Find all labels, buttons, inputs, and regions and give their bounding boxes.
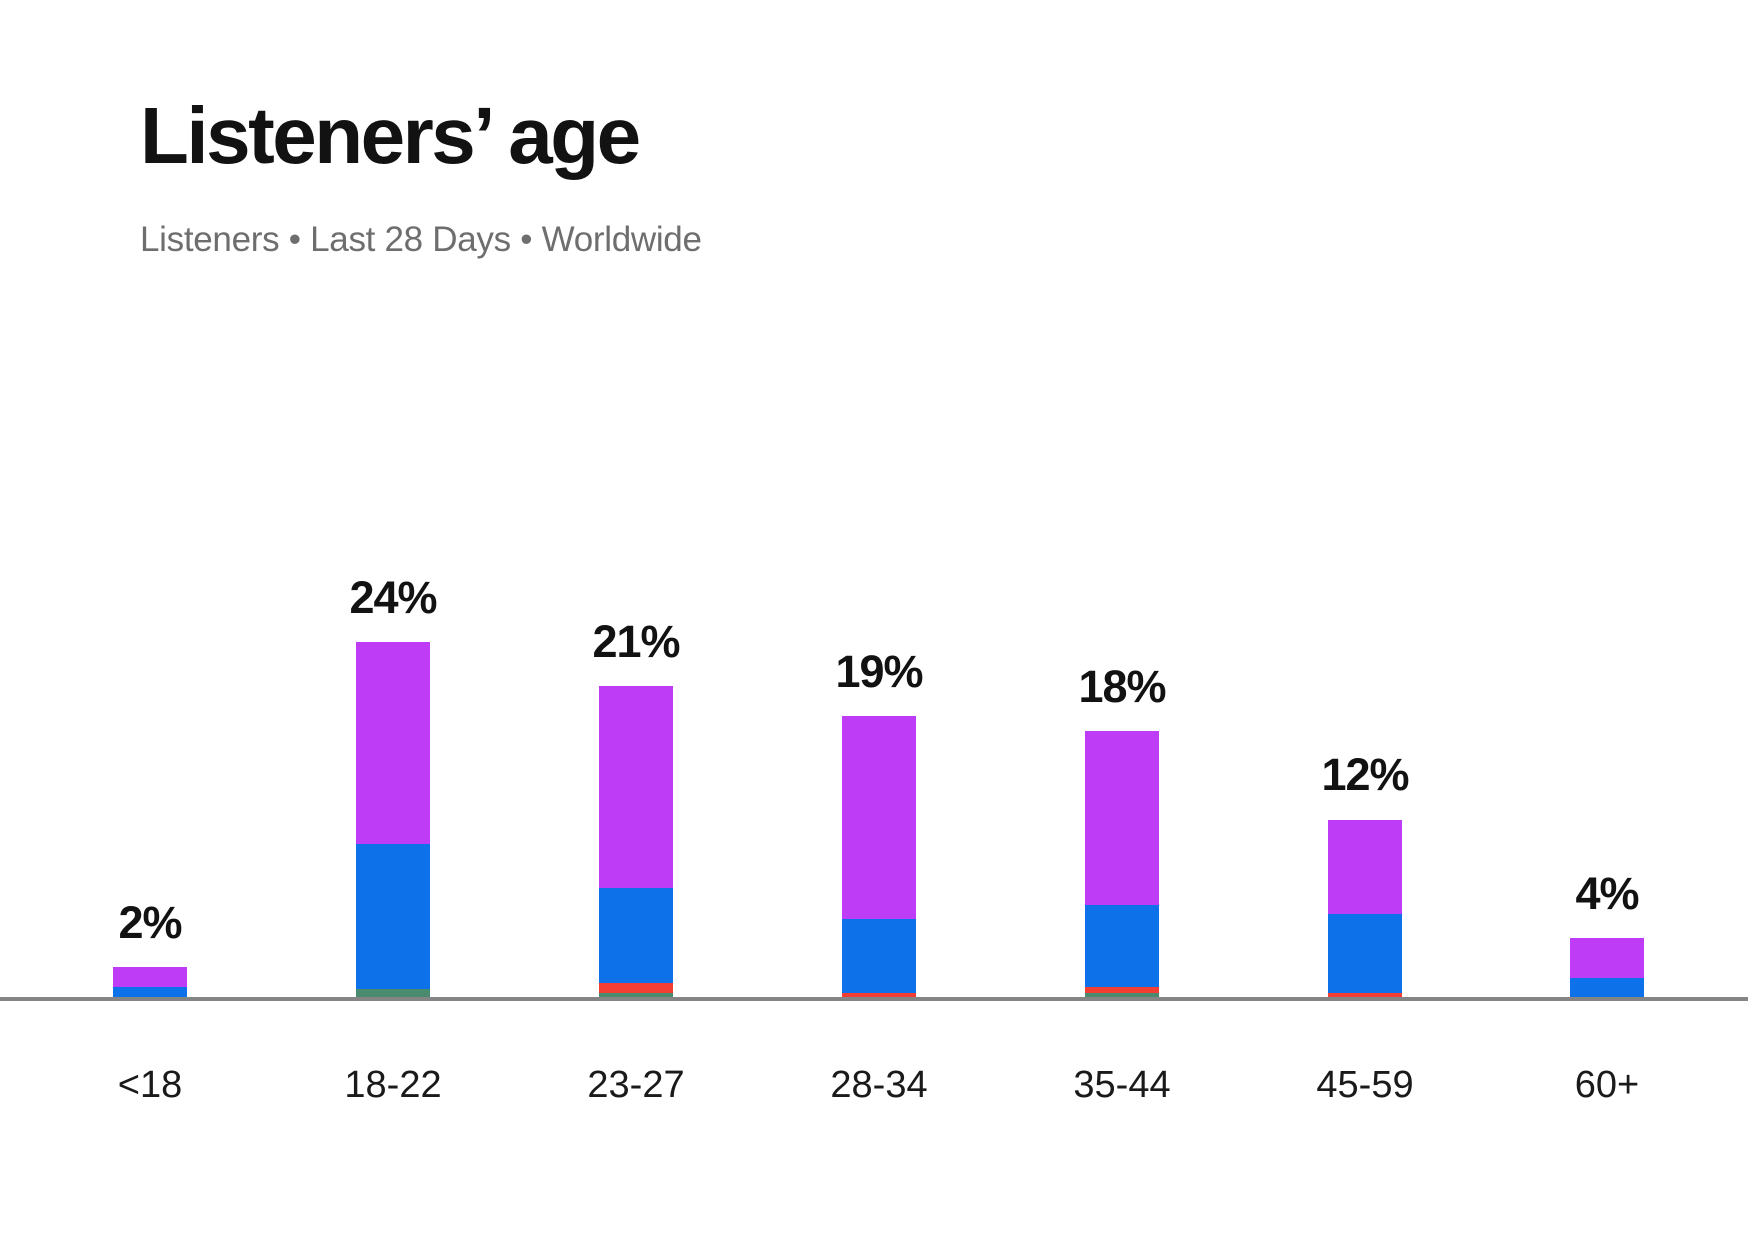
x-axis-label-35-44: 35-44 (1073, 1064, 1171, 1106)
chart-header: Listeners’ age Listeners • Last 28 Days … (140, 96, 702, 260)
bar-<18[interactable] (113, 967, 187, 997)
bar-60+[interactable] (1570, 937, 1644, 997)
blue-segment (1570, 977, 1644, 997)
purple-segment (842, 715, 916, 919)
blue-segment (842, 918, 916, 993)
green-segment (1085, 992, 1159, 997)
chart-subtitle: Listeners • Last 28 Days • Worldwide (140, 220, 702, 259)
x-axis-label-<18: <18 (117, 1064, 183, 1106)
red-segment (842, 992, 916, 997)
purple-segment (1085, 730, 1159, 905)
bar-value-label-<18: 2% (118, 897, 182, 949)
x-axis-label-23-27: 23-27 (587, 1064, 685, 1106)
x-axis-label-18-22: 18-22 (344, 1064, 442, 1106)
red-segment (599, 983, 673, 993)
page-title: Listeners’ age (140, 91, 641, 180)
purple-segment (356, 641, 430, 844)
bar-value-label-45-59: 12% (1321, 749, 1409, 801)
purple-segment (1570, 937, 1644, 978)
bar-23-27[interactable] (599, 686, 673, 997)
bar-18-22[interactable] (356, 641, 430, 997)
green-segment (599, 992, 673, 997)
x-axis-line (0, 997, 1748, 1001)
blue-segment (356, 843, 430, 989)
purple-segment (113, 967, 187, 987)
blue-segment (1085, 904, 1159, 988)
bar-value-label-60+: 4% (1575, 867, 1639, 919)
bar-28-34[interactable] (842, 715, 916, 997)
purple-segment (599, 686, 673, 889)
x-axis-label-45-59: 45-59 (1316, 1064, 1414, 1106)
red-segment (1085, 987, 1159, 993)
blue-segment (113, 986, 187, 997)
bar-value-label-18-22: 24% (349, 571, 437, 623)
blue-segment (599, 888, 673, 984)
bar-value-label-28-34: 19% (835, 645, 923, 697)
blue-segment (1328, 914, 1402, 993)
purple-segment (1328, 819, 1402, 915)
x-axis-label-60+: 60+ (1574, 1064, 1640, 1106)
bar-35-44[interactable] (1085, 730, 1159, 997)
x-axis-label-28-34: 28-34 (830, 1064, 928, 1106)
bar-45-59[interactable] (1328, 819, 1402, 997)
bar-value-label-35-44: 18% (1078, 660, 1166, 712)
red-segment (1328, 992, 1402, 997)
bar-value-label-23-27: 21% (592, 616, 680, 668)
green-segment (356, 988, 430, 997)
